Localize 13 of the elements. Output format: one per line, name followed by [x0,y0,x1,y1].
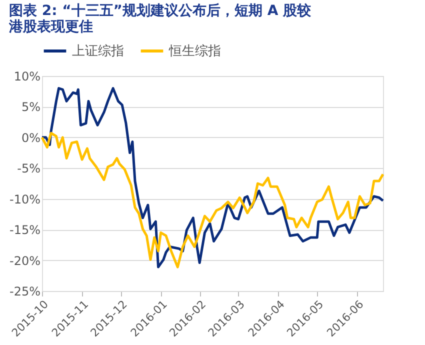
y-tick-label: 5% [21,100,40,114]
y-tick-label: -20% [9,254,40,268]
y-tick-label: -25% [9,284,40,298]
legend-label: 恒生综指 [168,44,221,59]
line-series [40,87,384,268]
y-tick-label: -5% [17,162,40,176]
y-tick-label: -10% [9,192,40,206]
y-tick-label: 10% [14,70,40,84]
y-tick-label: 0% [21,130,40,145]
y-tick-label: -15% [9,223,40,238]
legend-label: 上证综指 [72,44,124,59]
chart-title: 图表 2: “十三五”规划建议公布后，短期 A 股较港股表现更佳 [8,2,312,35]
line-series [40,132,384,268]
